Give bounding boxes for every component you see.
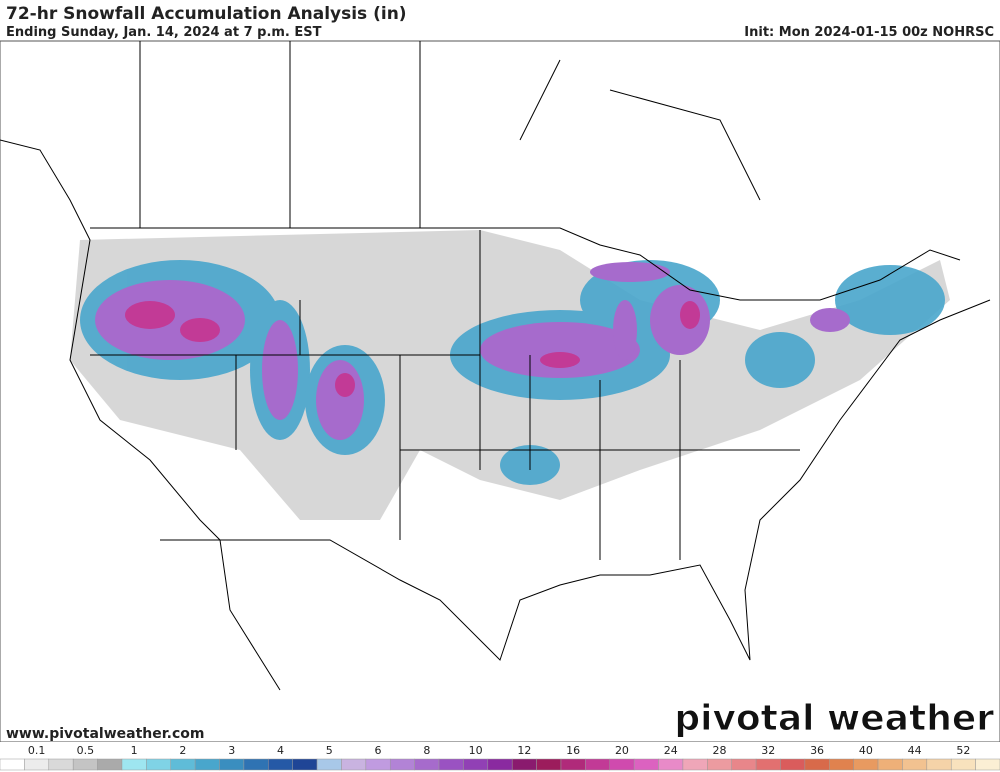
legend-swatch	[609, 758, 635, 771]
legend-swatch	[463, 758, 489, 771]
legend-swatch	[170, 758, 196, 771]
title: 72-hr Snowfall Accumulation Analysis (in…	[6, 4, 407, 24]
legend-swatch	[365, 758, 391, 771]
legend-swatch	[438, 758, 464, 771]
legend-label: 6	[375, 744, 382, 757]
legend-label: 4	[277, 744, 284, 757]
legend-label: 0.5	[77, 744, 95, 757]
legend-swatch	[389, 758, 415, 771]
legend-label: 40	[859, 744, 873, 757]
legend-swatch	[731, 758, 757, 771]
legend-label: 12	[517, 744, 531, 757]
legend-swatch	[853, 758, 879, 771]
legend-swatch	[194, 758, 220, 771]
legend-swatch	[341, 758, 367, 771]
legend-label: 24	[664, 744, 678, 757]
legend-label: 1	[131, 744, 138, 757]
map	[0, 40, 1000, 743]
legend-label: 2	[179, 744, 186, 757]
snow-magenta	[125, 301, 700, 397]
legend-swatch	[121, 758, 147, 771]
legend-swatch	[755, 758, 781, 771]
legend-swatch	[219, 758, 245, 771]
legend-swatch	[292, 758, 318, 771]
legend-swatch	[268, 758, 293, 771]
legend-swatch	[97, 758, 123, 771]
legend-swatch	[682, 758, 708, 771]
boundaries	[0, 41, 991, 691]
legend-label: 20	[615, 744, 629, 757]
legend-swatch	[72, 758, 98, 771]
legend-swatch	[560, 758, 586, 771]
legend-swatch	[950, 758, 976, 771]
legend-swatch	[877, 758, 903, 771]
legend-label: 0.1	[28, 744, 46, 757]
legend-label: 16	[566, 744, 580, 757]
legend-swatch	[48, 758, 74, 771]
legend-label: 28	[713, 744, 727, 757]
legend-swatch	[536, 758, 562, 771]
legend-swatch	[24, 758, 50, 771]
legend-swatch	[414, 758, 440, 771]
legend-swatch	[511, 758, 537, 771]
legend-label: 5	[326, 744, 333, 757]
legend-swatch	[633, 758, 659, 771]
legend-label: 52	[956, 744, 970, 757]
legend-swatch	[975, 758, 1000, 771]
subtitle: Ending Sunday, Jan. 14, 2024 at 7 p.m. E…	[6, 25, 322, 40]
legend-swatch	[780, 758, 806, 771]
legend: 0.10.51234568101216202428323640445260	[0, 742, 1000, 772]
legend-swatch	[243, 758, 269, 771]
legend-swatch	[487, 758, 513, 771]
brand: pivotal weather	[674, 698, 994, 739]
legend-swatch	[146, 758, 171, 771]
legend-swatch	[902, 758, 928, 771]
legend-swatch	[707, 758, 732, 771]
legend-swatch	[316, 758, 342, 771]
legend-swatch	[804, 758, 830, 771]
legend-swatch	[829, 758, 854, 771]
init-time: Init: Mon 2024-01-15 00z NOHRSC	[744, 25, 994, 40]
legend-label: 8	[423, 744, 430, 757]
site-url: www.pivotalweather.com	[6, 726, 205, 742]
legend-swatch	[0, 758, 25, 771]
legend-label: 36	[810, 744, 824, 757]
legend-swatch	[658, 758, 684, 771]
legend-label: 10	[469, 744, 483, 757]
legend-swatch	[585, 758, 611, 771]
legend-label: 32	[761, 744, 775, 757]
legend-label: 3	[228, 744, 235, 757]
legend-label: 44	[908, 744, 922, 757]
legend-swatch	[926, 758, 952, 771]
